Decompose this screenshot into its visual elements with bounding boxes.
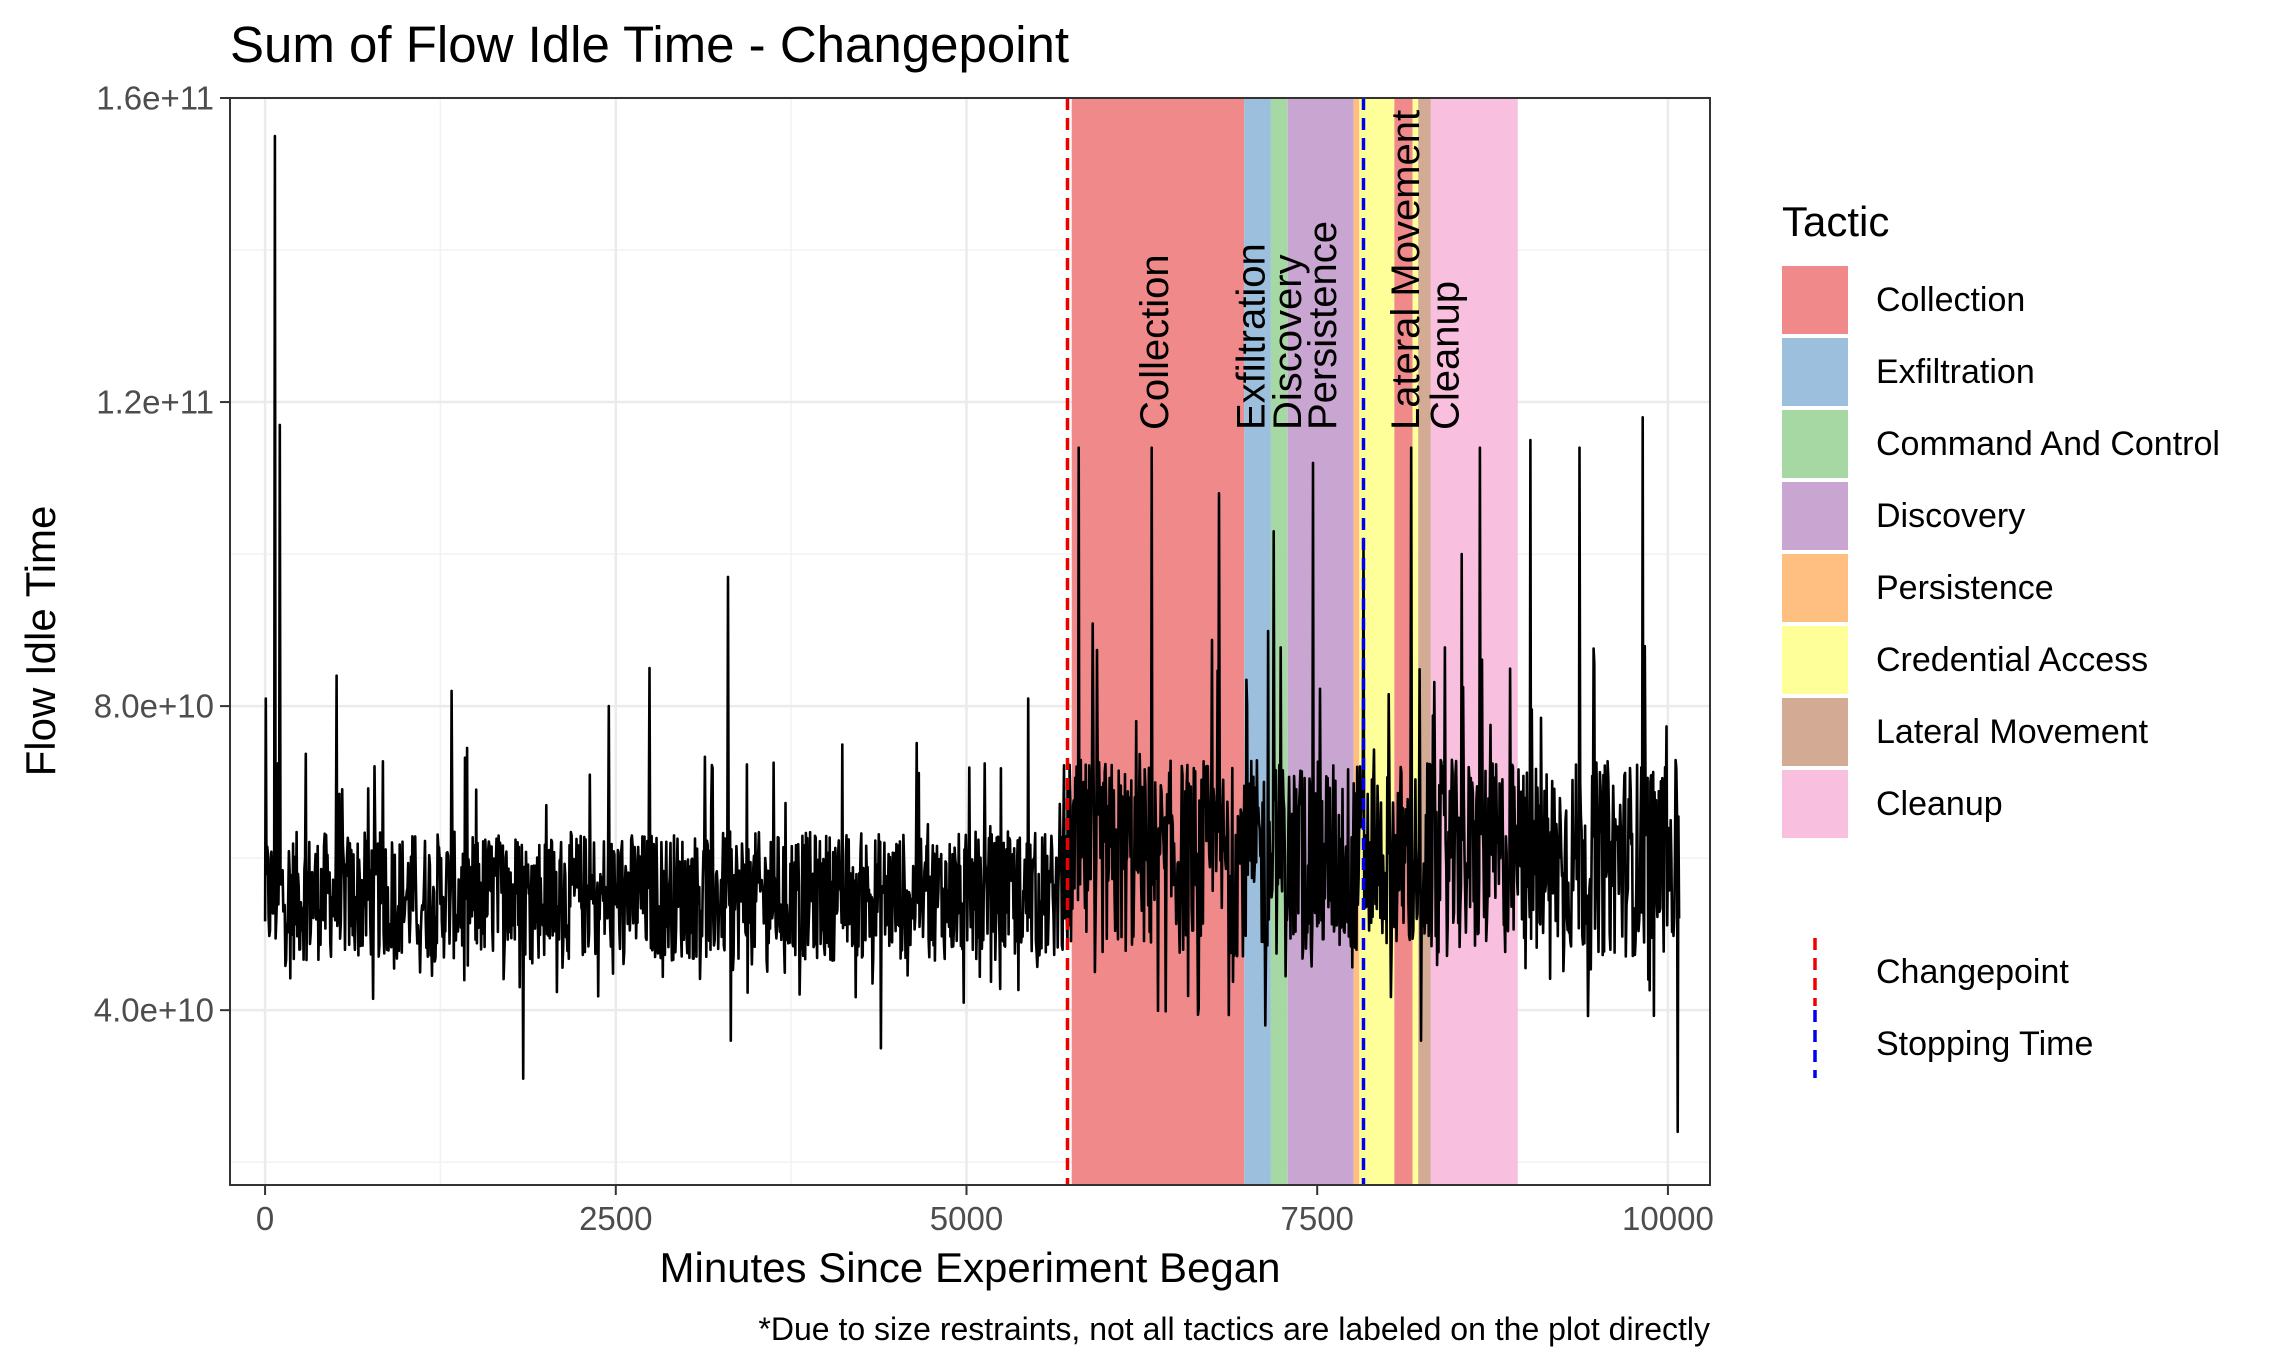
legend-line-items: Changepoint Stopping Time xyxy=(1813,938,2093,1078)
legend-title: Tactic xyxy=(1782,198,1889,245)
legend-label: Collection xyxy=(1876,281,2025,319)
vertical-markers xyxy=(1065,98,1366,1185)
legend-key-exfiltration xyxy=(1782,338,1848,406)
y-tick-label: 8.0e+10 xyxy=(94,688,214,725)
x-axis-ticks: 0 2500 5000 7500 10000 xyxy=(256,1185,1714,1237)
legend-key-cleanup xyxy=(1782,770,1848,838)
legend-key-credential-access xyxy=(1782,626,1848,694)
x-tick-label: 0 xyxy=(256,1200,274,1237)
flow-idle-time-line xyxy=(263,134,1681,1134)
y-tick-label: 4.0e+10 xyxy=(94,992,214,1029)
y-axis-title: Flow Idle Time xyxy=(17,506,64,777)
y-tick-label: 1.2e+11 xyxy=(96,384,214,421)
x-tick-label: 2500 xyxy=(579,1200,652,1237)
legend-label: Cleanup xyxy=(1876,785,2003,823)
legend-label: Changepoint xyxy=(1876,953,2069,991)
band-persistence xyxy=(1353,98,1360,1185)
band-discovery xyxy=(1287,98,1354,1185)
legend-key-collection xyxy=(1782,266,1848,334)
x-tick-label: 10000 xyxy=(1622,1200,1714,1237)
y-tick-label: 1.6e+11 xyxy=(96,80,214,117)
band-label-persistence: Persistence xyxy=(1301,221,1345,430)
legend-key-persistence xyxy=(1782,554,1848,622)
band-label-collection: Collection xyxy=(1133,254,1177,430)
legend-label: Credential Access xyxy=(1876,641,2148,679)
band-label-lateral-movement: Lateral Movement xyxy=(1384,110,1428,430)
band-label-exfiltration: Exfiltration xyxy=(1230,243,1274,430)
legend-label: Stopping Time xyxy=(1876,1025,2093,1063)
band-label-discovery: Discovery xyxy=(1266,254,1310,430)
series-line xyxy=(263,134,1681,1134)
x-axis-title: Minutes Since Experiment Began xyxy=(660,1244,1281,1291)
legend-key-lateral-movement xyxy=(1782,698,1848,766)
chart-caption: *Due to size restraints, not all tactics… xyxy=(758,1311,1710,1347)
x-tick-label: 7500 xyxy=(1280,1200,1353,1237)
legend-label: Command And Control xyxy=(1876,425,2220,463)
legend-label: Lateral Movement xyxy=(1876,713,2149,751)
plot-panel: Collection ExfiltrationDiscoveryPersisten… xyxy=(229,96,1711,1186)
legend-key-command-and-control xyxy=(1782,410,1848,478)
band-cleanup xyxy=(1430,98,1518,1185)
legend-label: Exfiltration xyxy=(1876,353,2035,391)
legend: Tactic Collection Exfiltration Command And… xyxy=(1782,198,2220,1078)
x-tick-label: 5000 xyxy=(930,1200,1003,1237)
legend-label: Discovery xyxy=(1876,497,2025,535)
legend-key-discovery xyxy=(1782,482,1848,550)
band-credential-access xyxy=(1412,98,1419,1185)
plot-border xyxy=(229,97,1711,1186)
legend-label: Persistence xyxy=(1876,569,2054,607)
chart-title: Sum of Flow Idle Time - Changepoint xyxy=(230,16,1069,73)
band-label-cleanup: Cleanup xyxy=(1423,281,1467,430)
legend-items: Collection Exfiltration Command And Contro… xyxy=(1782,266,2220,838)
y-axis-ticks: 4.0e+10 8.0e+10 1.2e+11 1.6e+11 xyxy=(94,80,230,1029)
band-labels: Collection ExfiltrationDiscoveryPersisten… xyxy=(1133,110,1467,430)
